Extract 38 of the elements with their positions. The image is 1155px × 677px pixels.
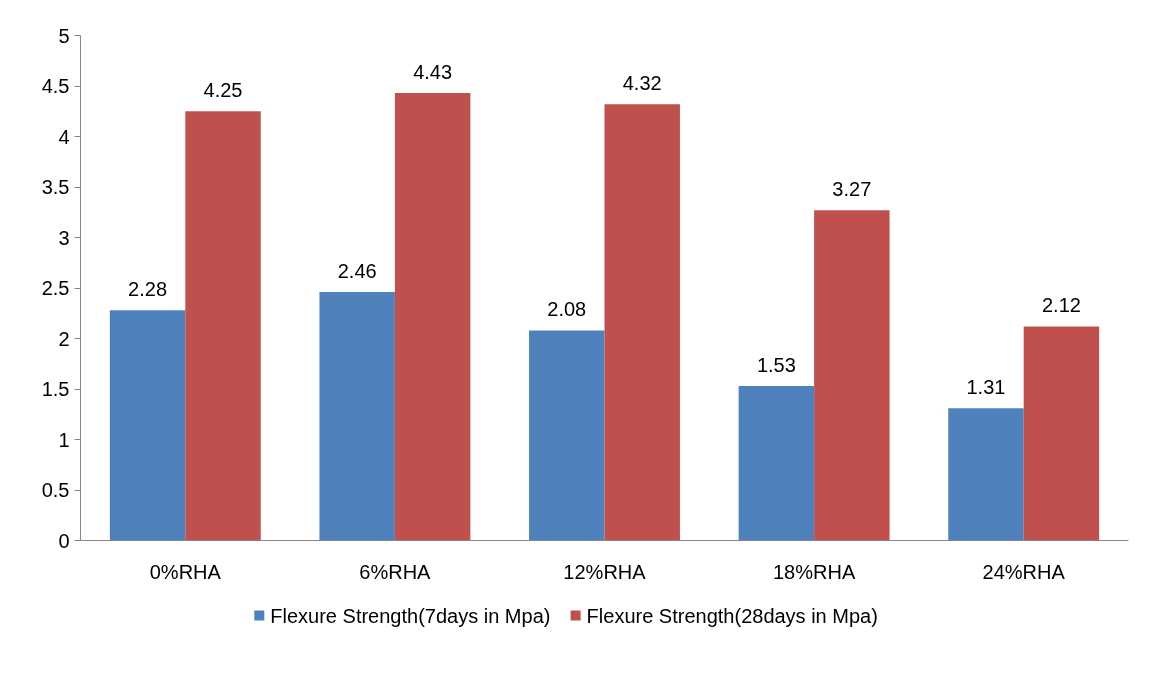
data-label: 1.31 bbox=[966, 376, 1006, 399]
y-tick-label: 1.5 bbox=[41, 378, 70, 400]
y-tick-label: 3 bbox=[58, 226, 70, 249]
data-label: 4.32 bbox=[622, 72, 662, 95]
legend-label: Flexure Strength(7days in Mpa) bbox=[270, 604, 551, 627]
data-label: 3.27 bbox=[832, 178, 872, 201]
bar bbox=[185, 111, 261, 541]
legend-label: Flexure Strength(28days in Mpa) bbox=[586, 604, 878, 627]
x-tick-label: 18%RHA bbox=[772, 560, 856, 583]
data-label: 2.12 bbox=[1041, 294, 1081, 317]
y-tick-label: 3.5 bbox=[41, 176, 70, 198]
y-tick-label: 1 bbox=[58, 428, 70, 451]
data-label: 2.46 bbox=[337, 260, 377, 283]
bar bbox=[604, 104, 680, 541]
bar bbox=[319, 292, 395, 541]
data-label: 4.43 bbox=[413, 61, 453, 84]
bar bbox=[738, 385, 815, 541]
y-tick-label: 0 bbox=[58, 529, 70, 552]
data-label: 4.25 bbox=[203, 79, 243, 102]
x-tick-label: 12%RHA bbox=[563, 560, 647, 583]
bar bbox=[1023, 326, 1100, 541]
y-tick-label: 4 bbox=[58, 125, 70, 148]
x-tick-label: 6%RHA bbox=[359, 560, 432, 583]
bar bbox=[529, 330, 605, 541]
x-tick-label: 0%RHA bbox=[149, 560, 222, 583]
y-tick-label: 2 bbox=[58, 327, 70, 350]
y-tick-label: 0.5 bbox=[41, 479, 70, 501]
data-label: 2.28 bbox=[128, 278, 168, 301]
y-tick-label: 4.5 bbox=[41, 75, 70, 97]
bar bbox=[394, 93, 471, 541]
bar bbox=[814, 210, 890, 541]
data-label: 2.08 bbox=[547, 298, 587, 321]
bar bbox=[948, 408, 1024, 541]
bar bbox=[109, 310, 186, 541]
y-tick-label: 2.5 bbox=[41, 277, 70, 299]
data-label: 1.53 bbox=[756, 353, 796, 376]
y-tick-label: 5 bbox=[58, 24, 70, 47]
x-tick-label: 24%RHA bbox=[982, 560, 1066, 583]
